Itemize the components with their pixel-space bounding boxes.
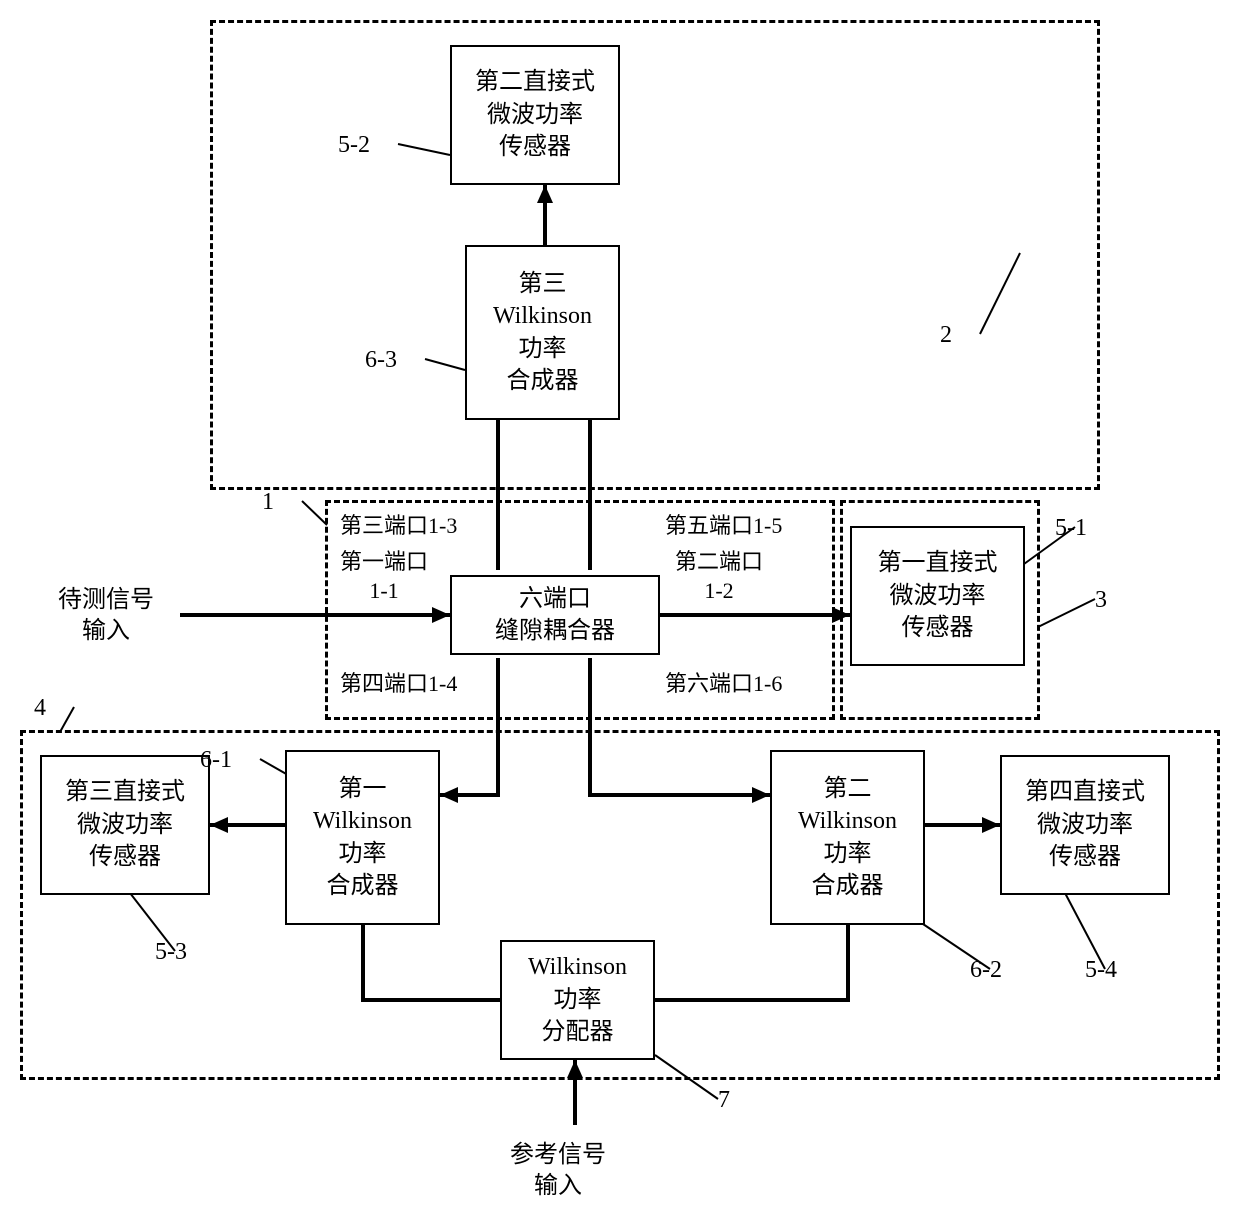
callout-a51: 5-1 [1055, 513, 1087, 544]
port-label-p14: 第四端口1-4 [340, 670, 457, 699]
block-comb61: 第一 Wilkinson 功率 合成器 [285, 750, 440, 925]
diagram-canvas: 第二直接式 微波功率 传感器第三 Wilkinson 功率 合成器六端口 缝隙耦… [0, 0, 1240, 1213]
callout-a2: 2 [940, 320, 952, 351]
block-sensor53: 第三直接式 微波功率 传感器 [40, 755, 210, 895]
callout-a54: 5-4 [1085, 955, 1117, 986]
callout-a61: 6-1 [200, 745, 232, 776]
port-label-p13: 第三端口1-3 [340, 512, 457, 541]
port-label-p11: 第一端口 1-1 [340, 548, 428, 605]
region-r2 [210, 20, 1100, 490]
callout-a3: 3 [1095, 585, 1107, 616]
callout-a62: 6-2 [970, 955, 1002, 986]
block-coupler: 六端口 缝隙耦合器 [450, 575, 660, 655]
block-sensor51: 第一直接式 微波功率 传感器 [850, 526, 1025, 666]
io-label-in_test: 待测信号 输入 [58, 585, 154, 647]
callout-a52: 5-2 [338, 130, 370, 161]
callout-a63: 6-3 [365, 345, 397, 376]
callout-a7: 7 [718, 1085, 730, 1116]
block-comb63: 第三 Wilkinson 功率 合成器 [465, 245, 620, 420]
block-divider7: Wilkinson 功率 分配器 [500, 940, 655, 1060]
port-label-p15: 第五端口1-5 [665, 512, 782, 541]
port-label-p12: 第二端口 1-2 [675, 548, 763, 605]
block-sensor52: 第二直接式 微波功率 传感器 [450, 45, 620, 185]
block-comb62: 第二 Wilkinson 功率 合成器 [770, 750, 925, 925]
io-label-in_ref: 参考信号 输入 [510, 1140, 606, 1202]
port-label-p16: 第六端口1-6 [665, 670, 782, 699]
callout-a4: 4 [34, 693, 46, 724]
callout-a53: 5-3 [155, 937, 187, 968]
callout-a1: 1 [262, 487, 274, 518]
block-sensor54: 第四直接式 微波功率 传感器 [1000, 755, 1170, 895]
